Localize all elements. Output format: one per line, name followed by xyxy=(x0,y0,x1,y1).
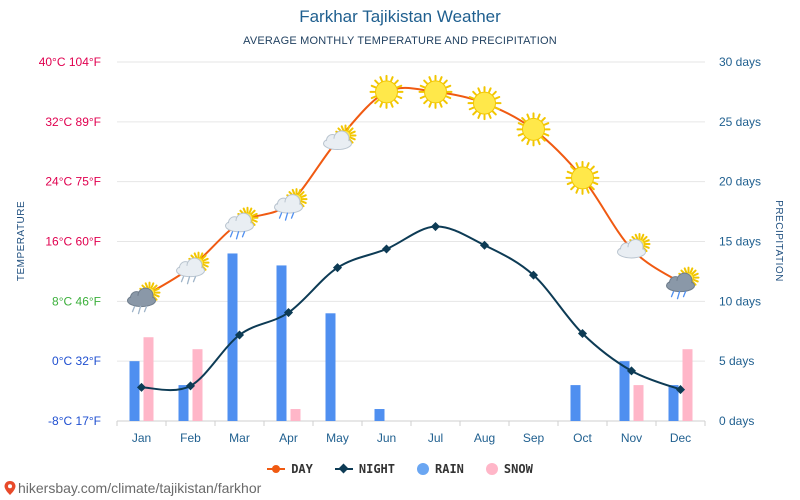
rain-bar xyxy=(276,265,287,421)
snow-bar xyxy=(192,349,203,421)
y-left-tick-label: -8°C 17°F xyxy=(48,414,101,428)
x-tick-label: Jan xyxy=(132,431,151,445)
night-line xyxy=(141,225,681,392)
y-left-tick-label: 16°C 60°F xyxy=(45,235,101,249)
cloud-sun-snow-icon xyxy=(127,281,161,315)
y-left-tick-label: 32°C 89°F xyxy=(45,115,101,129)
y-right-tick-label: 30 days xyxy=(719,55,761,69)
night-point xyxy=(234,330,245,340)
legend-item-day[interactable]: DAY xyxy=(267,462,313,476)
night-point xyxy=(430,222,441,232)
night-point xyxy=(185,381,196,391)
rain-bar xyxy=(374,409,385,421)
x-tick-label: Nov xyxy=(621,431,642,445)
cloud-sun-icon xyxy=(617,232,651,259)
x-tick-label: Dec xyxy=(670,431,691,445)
legend-rain-icon xyxy=(417,463,429,475)
location-pin-icon xyxy=(4,481,16,495)
x-tick-label: Oct xyxy=(573,431,592,445)
x-tick-label: Mar xyxy=(229,431,250,445)
rain-bar xyxy=(619,361,630,421)
night-point xyxy=(136,382,147,392)
rain-bar xyxy=(325,313,336,421)
y-right-tick-label: 15 days xyxy=(719,235,761,249)
cloud-sun-snow-icon xyxy=(176,251,210,285)
x-tick-label: Jul xyxy=(428,431,443,445)
y-right-tick-label: 25 days xyxy=(719,115,761,129)
legend-item-snow[interactable]: SNOW xyxy=(485,462,533,476)
y-left-tick-label: 0°C 32°F xyxy=(52,354,101,368)
legend-item-night[interactable]: NIGHT xyxy=(334,462,395,476)
snow-bar xyxy=(682,349,693,421)
y-left-axis-title: TEMPERATURE xyxy=(16,201,27,281)
snow-bar xyxy=(633,385,644,421)
day-line xyxy=(140,86,682,299)
footer-url[interactable]: hikersbay.com/climate/tajikistan/farkhor xyxy=(18,480,262,496)
chart-title: Farkhar Tajikistan Weather xyxy=(299,7,501,26)
cloud-sun-icon xyxy=(323,124,357,151)
x-tick-label: Apr xyxy=(279,431,298,445)
rain-bar xyxy=(178,385,189,421)
legend-rain-label: RAIN xyxy=(435,462,464,476)
legend: DAY NIGHT RAIN SNOW xyxy=(0,462,800,476)
cloud-sun-rain-icon xyxy=(225,206,259,240)
x-tick-label: May xyxy=(326,431,349,445)
y-right-tick-label: 5 days xyxy=(719,354,754,368)
snow-bar xyxy=(143,337,154,421)
rain-bar xyxy=(668,385,679,421)
legend-snow-label: SNOW xyxy=(503,462,533,476)
snow-bar xyxy=(290,409,301,421)
x-tick-label: Feb xyxy=(180,431,201,445)
y-left-tick-label: 40°C 104°F xyxy=(39,55,101,69)
chart-subtitle: AVERAGE MONTHLY TEMPERATURE AND PRECIPIT… xyxy=(243,35,557,47)
night-point xyxy=(577,328,588,339)
legend-day-label: DAY xyxy=(291,462,313,476)
y-left-tick-label: 24°C 75°F xyxy=(45,175,101,189)
sun-icon xyxy=(467,86,502,121)
y-left-tick-label: 8°C 46°F xyxy=(52,294,101,308)
cloud-sun-rain-icon xyxy=(666,266,700,300)
y-right-tick-label: 10 days xyxy=(719,294,761,308)
legend-day-icon xyxy=(267,465,286,473)
cloud-sun-rain-icon xyxy=(274,188,308,221)
legend-night-label: NIGHT xyxy=(358,462,395,476)
y-right-axis-title: PRECIPITATION xyxy=(773,200,784,282)
rain-bar xyxy=(129,361,140,421)
footer: hikersbay.com/climate/tajikistan/farkhor xyxy=(4,480,261,496)
x-tick-label: Sep xyxy=(523,431,545,445)
legend-snow-icon xyxy=(485,463,498,475)
sun-icon xyxy=(565,160,600,195)
x-tick-label: Aug xyxy=(474,431,495,445)
legend-item-rain[interactable]: RAIN xyxy=(417,462,464,476)
sun-icon xyxy=(418,74,453,109)
sun-icon xyxy=(369,74,404,109)
rain-bar xyxy=(227,253,238,421)
x-tick-label: Jun xyxy=(377,431,396,445)
night-point xyxy=(381,244,392,254)
night-point xyxy=(675,385,686,395)
y-right-tick-label: 20 days xyxy=(719,175,761,189)
night-point xyxy=(479,240,490,250)
legend-night-icon xyxy=(334,463,353,474)
sun-icon xyxy=(516,112,551,147)
rain-bar xyxy=(570,385,581,421)
y-right-tick-label: 0 days xyxy=(719,414,754,428)
